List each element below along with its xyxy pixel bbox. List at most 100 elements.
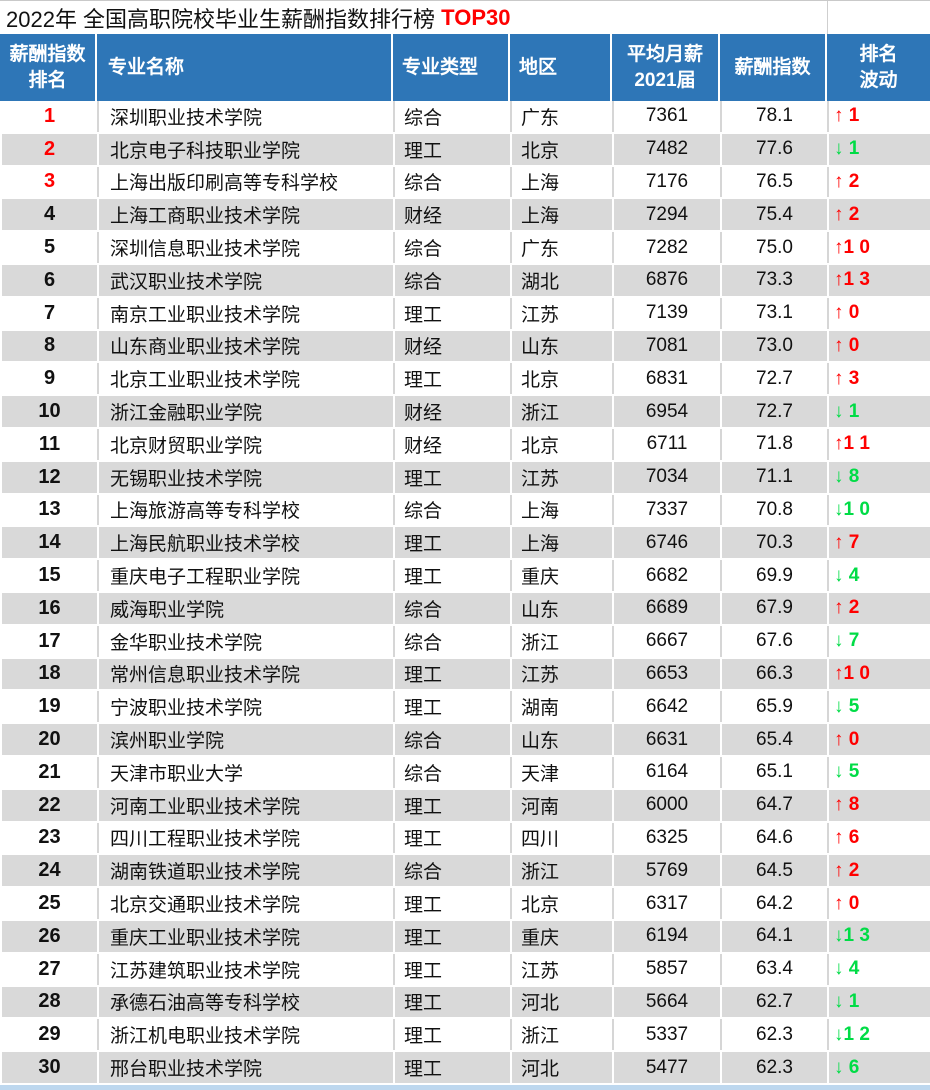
cell-salary: 6689 bbox=[614, 592, 722, 624]
table-row: 16 威海职业学院 综合 山东 6689 67.9 ↑ 2 bbox=[0, 592, 930, 626]
cell-name: 宁波职业技术学院 bbox=[99, 691, 395, 723]
cell-fluct: ↓ 1 bbox=[834, 138, 860, 160]
cell-rank: 13 bbox=[2, 494, 99, 526]
column-header-type: 专业类型 bbox=[393, 34, 510, 101]
cell-name: 邢台职业技术学院 bbox=[99, 1052, 395, 1083]
cell-index: 75.4 bbox=[722, 199, 829, 231]
cell-index: 65.1 bbox=[722, 756, 829, 788]
cell-type: 理工 bbox=[395, 133, 512, 165]
table-row: 5 深圳信息职业技术学院 综合 广东 7282 75.0 ↑1 0 bbox=[0, 232, 930, 265]
cell-name: 山东商业职业技术学院 bbox=[99, 330, 395, 362]
cell-name: 滨州职业学院 bbox=[99, 724, 395, 755]
cell-region: 山东 bbox=[512, 724, 614, 755]
cell-region: 山东 bbox=[512, 330, 614, 362]
cell-type: 理工 bbox=[395, 297, 512, 329]
page-title-highlight: TOP30 bbox=[441, 4, 511, 30]
cell-region: 浙江 bbox=[512, 1019, 614, 1051]
cell-fluct: ↓ 1 bbox=[834, 400, 860, 422]
table-row: 22 河南工业职业技术学院 理工 河南 6000 64.7 ↑ 8 bbox=[0, 789, 930, 823]
cell-type: 财经 bbox=[395, 330, 512, 362]
cell-fluct: ↓1 2 bbox=[834, 1023, 870, 1045]
cell-index: 67.9 bbox=[722, 592, 829, 624]
cell-region: 浙江 bbox=[512, 396, 614, 427]
cell-region: 江苏 bbox=[512, 461, 614, 493]
cell-fluct: ↑ 6 bbox=[834, 826, 860, 848]
cell-name: 重庆工业职业技术学院 bbox=[99, 920, 395, 952]
table-row: 27 江苏建筑职业技术学院 理工 江苏 5857 63.4 ↓ 4 bbox=[0, 953, 930, 987]
cell-rank: 8 bbox=[2, 330, 99, 362]
cell-index: 65.9 bbox=[722, 691, 829, 723]
cell-salary: 6831 bbox=[614, 363, 722, 395]
cell-index: 63.4 bbox=[722, 953, 829, 985]
cell-rank: 2 bbox=[2, 133, 99, 165]
cell-salary: 6954 bbox=[614, 396, 722, 427]
cell-type: 综合 bbox=[395, 724, 512, 755]
cell-rank: 28 bbox=[2, 986, 99, 1018]
table-row: 17 金华职业技术学院 综合 浙江 6667 67.6 ↓ 7 bbox=[0, 625, 930, 659]
cell-salary: 7282 bbox=[614, 232, 722, 263]
cell-salary: 5477 bbox=[614, 1052, 722, 1083]
cell-region: 北京 bbox=[512, 133, 614, 165]
cell-salary: 6876 bbox=[614, 264, 722, 296]
cell-index: 73.1 bbox=[722, 297, 829, 329]
cell-type: 理工 bbox=[395, 822, 512, 854]
cell-region: 北京 bbox=[512, 888, 614, 919]
cell-rank: 26 bbox=[2, 920, 99, 952]
cell-name: 常州信息职业技术学院 bbox=[99, 658, 395, 690]
cell-fluct: ↑ 0 bbox=[834, 334, 860, 356]
cell-salary: 6164 bbox=[614, 756, 722, 788]
cell-fluct: ↑1 3 bbox=[834, 269, 870, 291]
cell-region: 江苏 bbox=[512, 658, 614, 690]
cell-salary: 7294 bbox=[614, 199, 722, 231]
cell-salary: 7176 bbox=[614, 166, 722, 198]
cell-type: 财经 bbox=[395, 199, 512, 231]
table-row: 2 北京电子科技职业学院 理工 北京 7482 77.6 ↓ 1 bbox=[0, 133, 930, 167]
cell-index: 64.7 bbox=[722, 789, 829, 821]
cell-type: 综合 bbox=[395, 101, 512, 132]
page-title: 2022年 全国高职院校毕业生薪酬指数排行榜 TOP30 bbox=[0, 1, 930, 34]
cell-region: 重庆 bbox=[512, 920, 614, 952]
cell-name: 重庆电子工程职业学院 bbox=[99, 560, 395, 591]
cell-salary: 7361 bbox=[614, 101, 722, 132]
cell-index: 69.9 bbox=[722, 560, 829, 591]
cell-region: 上海 bbox=[512, 494, 614, 526]
cell-type: 理工 bbox=[395, 560, 512, 591]
cell-name: 北京工业职业技术学院 bbox=[99, 363, 395, 395]
cell-region: 广东 bbox=[512, 101, 614, 132]
cell-fluct: ↑ 2 bbox=[834, 859, 860, 881]
cell-index: 78.1 bbox=[722, 101, 829, 132]
cell-salary: 7482 bbox=[614, 133, 722, 165]
cell-type: 财经 bbox=[395, 428, 512, 460]
cell-index: 64.2 bbox=[722, 888, 829, 919]
cell-type: 理工 bbox=[395, 1052, 512, 1083]
cell-fluct: ↑1 0 bbox=[834, 236, 870, 258]
cell-rank: 24 bbox=[2, 855, 99, 887]
cell-name: 江苏建筑职业技术学院 bbox=[99, 953, 395, 985]
cell-type: 综合 bbox=[395, 592, 512, 624]
table-row: 29 浙江机电职业技术学院 理工 浙江 5337 62.3 ↓1 2 bbox=[0, 1019, 930, 1053]
cell-index: 64.1 bbox=[722, 920, 829, 952]
table-row: 13 上海旅游高等专科学校 综合 上海 7337 70.8 ↓1 0 bbox=[0, 494, 930, 528]
cell-rank: 21 bbox=[2, 756, 99, 788]
cell-region: 湖南 bbox=[512, 691, 614, 723]
cell-salary: 6711 bbox=[614, 428, 722, 460]
column-header-salary: 平均月薪 2021届 bbox=[612, 34, 720, 101]
column-header-fluct: 排名 波动 bbox=[859, 43, 898, 91]
table-row: 12 无锡职业技术学院 理工 江苏 7034 71.1 ↓ 8 bbox=[0, 461, 930, 495]
cell-index: 77.6 bbox=[722, 133, 829, 165]
cell-rank: 23 bbox=[2, 822, 99, 854]
cell-region: 山东 bbox=[512, 592, 614, 624]
cell-salary: 6325 bbox=[614, 822, 722, 854]
cell-rank: 19 bbox=[2, 691, 99, 723]
cell-region: 广东 bbox=[512, 232, 614, 263]
table-row: 10 浙江金融职业学院 财经 浙江 6954 72.7 ↓ 1 bbox=[0, 396, 930, 429]
cell-salary: 7337 bbox=[614, 494, 722, 526]
table-row: 20 滨州职业学院 综合 山东 6631 65.4 ↑ 0 bbox=[0, 724, 930, 757]
cell-index: 62.3 bbox=[722, 1052, 829, 1083]
cell-index: 75.0 bbox=[722, 232, 829, 263]
column-header-name: 专业名称 bbox=[97, 34, 393, 101]
cell-salary: 7139 bbox=[614, 297, 722, 329]
table-row: 15 重庆电子工程职业学院 理工 重庆 6682 69.9 ↓ 4 bbox=[0, 560, 930, 593]
cell-name: 武汉职业技术学院 bbox=[99, 264, 395, 296]
cell-name: 河南工业职业技术学院 bbox=[99, 789, 395, 821]
